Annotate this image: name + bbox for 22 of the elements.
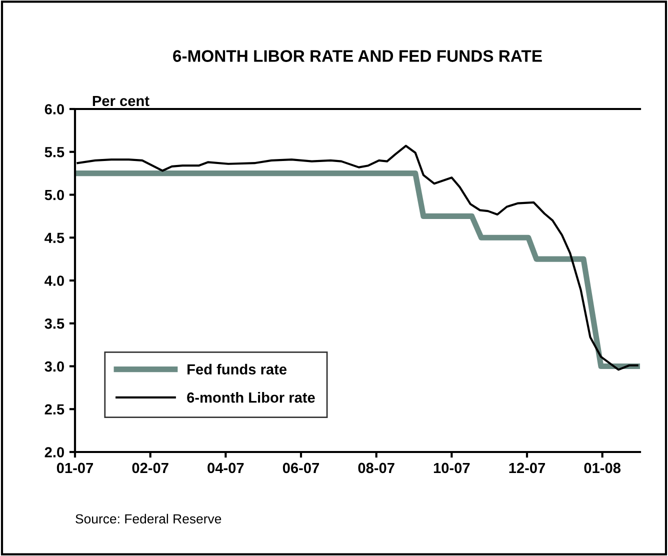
y-tick-label: 4.0 xyxy=(44,276,64,286)
x-tick-label: 01-07 xyxy=(56,462,94,474)
y-tick-label: 3.0 xyxy=(44,361,64,372)
x-tick-label: 01-08 xyxy=(584,462,621,474)
y-tick-label: 4.5 xyxy=(44,232,64,244)
legend-label: 6-month Libor rate xyxy=(187,392,315,403)
x-tick-label: 06-07 xyxy=(282,462,320,474)
chart-title: 6-MONTH LIBOR RATE AND FED FUNDS RATE xyxy=(173,50,542,62)
x-tick-label: 12-07 xyxy=(509,462,546,474)
x-tick-label: 02-07 xyxy=(132,462,168,474)
x-tick-label: 10-07 xyxy=(434,462,470,474)
y-tick-label: 5.5 xyxy=(44,147,64,158)
y-tick-label: 2.5 xyxy=(44,404,64,415)
x-tick-label: 08-07 xyxy=(358,462,394,474)
y-tick-label: 6.0 xyxy=(44,104,64,114)
y-tick-label: 5.0 xyxy=(44,190,64,200)
source-note: Source: Federal Reserve xyxy=(76,514,222,524)
x-tick-label: 04-07 xyxy=(208,462,244,474)
y-axis-title: Per cent xyxy=(92,96,150,106)
y-tick-label: 2.0 xyxy=(44,447,64,458)
legend-label: Fed funds rate xyxy=(188,364,287,375)
y-tick-label: 3.5 xyxy=(44,318,64,329)
